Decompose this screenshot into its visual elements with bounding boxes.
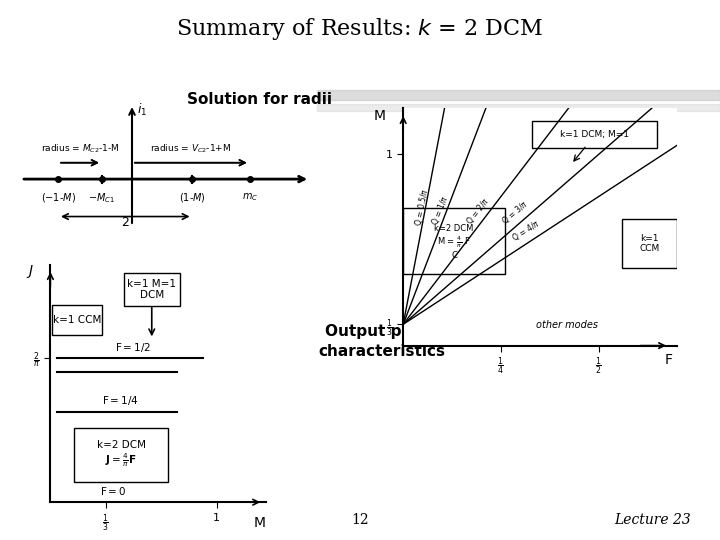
Text: 12: 12 [351,512,369,526]
FancyBboxPatch shape [73,428,168,482]
Text: 2: 2 [122,216,129,229]
Text: $(-1$-$M)$: $(-1$-$M)$ [40,191,76,204]
Text: other modes: other modes [536,320,598,330]
Text: k=1
CCM: k=1 CCM [639,234,660,253]
FancyBboxPatch shape [124,273,180,307]
Text: k=1 CCM: k=1 CCM [53,315,102,325]
Text: Q = 0.5/$\pi$: Q = 0.5/$\pi$ [413,187,431,227]
Text: k=1 DCM; M=1: k=1 DCM; M=1 [560,130,629,139]
Text: Q = 4/$\pi$: Q = 4/$\pi$ [510,217,543,244]
Text: M: M [253,516,266,530]
Text: $\mathrm{F = 1/4}$: $\mathrm{F = 1/4}$ [102,394,139,407]
Bar [317,90,720,100]
Text: k=1 M=1
DCM: k=1 M=1 DCM [127,279,176,300]
Text: J: J [28,265,32,279]
FancyBboxPatch shape [532,121,657,147]
Text: Q = 2/$\pi$: Q = 2/$\pi$ [463,195,492,227]
Text: $m_C$: $m_C$ [241,191,258,202]
FancyBboxPatch shape [403,208,505,274]
Text: radius = $V_{C2}$-1+M: radius = $V_{C2}$-1+M [150,142,231,154]
Text: F: F [665,353,673,367]
Bar [317,104,720,111]
Text: radius = $M_{C2}$-1-M: radius = $M_{C2}$-1-M [40,142,120,154]
Text: Lecture 23: Lecture 23 [614,512,691,526]
Text: $\mathrm{F = 0}$: $\mathrm{F = 0}$ [100,484,127,497]
Text: M: M [374,109,386,123]
Text: Summary of Results: $k$ = 2 DCM: Summary of Results: $k$ = 2 DCM [176,16,544,42]
Text: Q = 1/$\pi$: Q = 1/$\pi$ [429,193,451,227]
Text: $(1$-$M)$: $(1$-$M)$ [179,191,206,204]
Text: $-M_{C1}$: $-M_{C1}$ [89,191,115,205]
FancyBboxPatch shape [622,219,677,268]
Text: k=2 DCM
M = $\frac{4}{\pi}$ F
C: k=2 DCM M = $\frac{4}{\pi}$ F C [434,224,474,260]
Text: Output plane
characteristics: Output plane characteristics [318,324,445,359]
Text: $\mathit{i_1}$: $\mathit{i_1}$ [137,102,148,118]
FancyBboxPatch shape [52,305,102,335]
Text: Control plane characteristics: Control plane characteristics [423,324,671,339]
Text: $\mathrm{F = 1/2}$: $\mathrm{F = 1/2}$ [115,341,151,354]
Text: k=2 DCM
$\mathbf{J} = \frac{4}{\pi}\mathbf{F}$: k=2 DCM $\mathbf{J} = \frac{4}{\pi}\math… [96,440,145,469]
Text: Solution for radii: Solution for radii [186,92,332,107]
Text: Q = 3/$\pi$: Q = 3/$\pi$ [500,198,531,227]
